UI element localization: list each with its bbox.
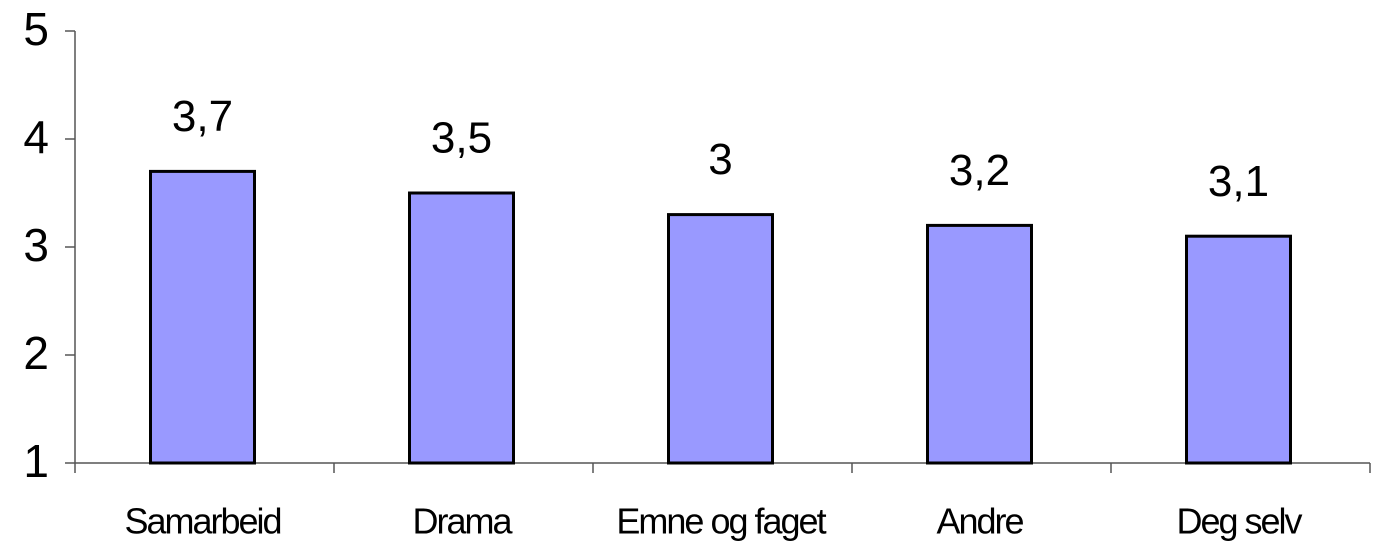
y-tick-label: 2 bbox=[23, 327, 49, 379]
y-tick-label: 5 bbox=[23, 3, 49, 55]
x-tick-label: Deg selv bbox=[1176, 501, 1302, 542]
y-tick-label: 1 bbox=[23, 435, 49, 487]
x-tick-label: Drama bbox=[412, 501, 513, 542]
bar bbox=[926, 223, 1033, 465]
value-label: 3,2 bbox=[949, 146, 1010, 195]
value-label: 3,5 bbox=[431, 114, 492, 163]
value-label: 3,7 bbox=[172, 92, 233, 141]
bar bbox=[408, 191, 515, 465]
bar bbox=[1185, 234, 1292, 465]
y-tick-label: 4 bbox=[23, 111, 49, 163]
bar bbox=[149, 169, 256, 465]
x-tick-label: Andre bbox=[936, 501, 1023, 542]
value-label: 3 bbox=[708, 135, 732, 184]
y-tick-label: 3 bbox=[23, 219, 49, 271]
x-tick-label: Emne og faget bbox=[616, 501, 826, 542]
x-tick-label: Samarbeid bbox=[124, 501, 280, 542]
value-label: 3,1 bbox=[1208, 157, 1269, 206]
bar bbox=[667, 213, 774, 465]
